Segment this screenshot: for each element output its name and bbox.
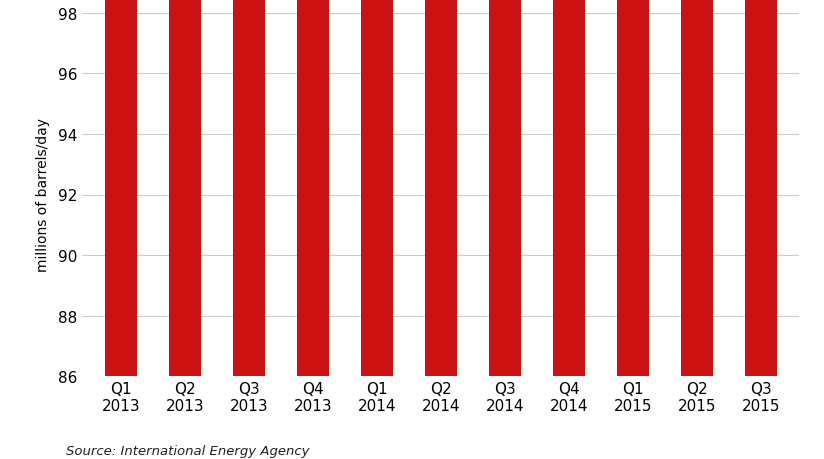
Bar xyxy=(489,0,521,376)
Text: Source: International Energy Agency: Source: International Energy Agency xyxy=(66,444,310,458)
Bar xyxy=(169,0,201,376)
Bar xyxy=(297,0,329,376)
Bar xyxy=(105,0,137,376)
Bar xyxy=(617,0,648,376)
Bar xyxy=(425,0,456,376)
Bar xyxy=(745,0,777,376)
Bar xyxy=(681,0,713,376)
Y-axis label: millions of barrels/day: millions of barrels/day xyxy=(35,118,49,272)
Bar xyxy=(233,0,265,376)
Bar xyxy=(553,0,585,376)
Bar xyxy=(361,0,393,376)
